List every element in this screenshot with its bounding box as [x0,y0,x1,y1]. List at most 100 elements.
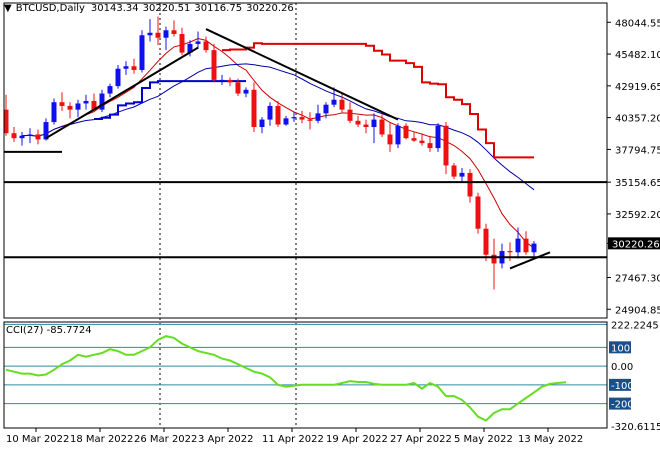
cci-level-tag [609,397,631,410]
candle-bull [75,103,81,110]
candle-bear [339,99,345,110]
candle-bear [403,125,409,139]
candle-bull [459,172,465,177]
candle-bull [123,66,129,69]
candle-bear [307,119,313,121]
candle-bull [43,122,49,140]
cci-tick-label: -320.6115 [611,422,660,433]
candle-bear [171,30,177,35]
x-tick-label: 19 Apr 2022 [326,434,388,445]
candle-bear [347,109,353,121]
candle-bear [211,50,217,80]
candle-bear [507,251,513,253]
y-tick-label: 35154.65 [615,178,660,189]
cci-tick-label: 0.00 [611,362,633,373]
candle-bear [299,117,305,120]
current-price-tag [608,237,660,250]
cci-panel-frame [3,321,608,429]
candle-bear [443,125,449,166]
x-tick-label: 26 Mar 2022 [134,434,197,445]
axes-layer: 10 Mar 2022 18 Mar 2022 26 Mar 2022 3 Apr 2… [3,2,660,445]
candle-bull [147,32,153,36]
indicator-layer [21,37,535,249]
chart-header-arrow-icon: ▼ [4,3,12,14]
candle-bear [35,134,41,140]
candle-bull [259,119,265,128]
x-tick-label: 18 Mar 2022 [70,434,133,445]
candle-bull [163,30,169,38]
chart-header: ▼ BTCUSD,Daily 30143.34 30220.51 30116.75 302… [4,3,298,14]
x-tick-label: 3 Apr 2022 [198,434,253,445]
candle-bear [275,105,281,125]
candle-bear [251,89,257,128]
candle-bull [323,104,329,114]
open-value: 30143.34 [90,3,139,14]
downtrend-line [205,28,399,121]
y-tick-label: 45482.10 [615,50,660,61]
candle-bear [11,133,17,139]
high-value: 30220.51 [142,3,191,14]
candle-bear [131,66,137,70]
cci-tick-label: -200 [611,400,634,411]
candle-bull [283,118,289,125]
candles-layer [3,16,537,290]
candle-bull [243,89,249,94]
cci-level-tag [609,378,631,391]
candle-bear [451,165,457,177]
candle-bull [531,243,537,253]
candle-bull [187,43,193,53]
candle-bear [355,120,361,125]
cci-tick-label: 222.2245 [611,320,659,331]
cci-tick-label: 100 [611,343,630,354]
candle-bear [179,34,185,53]
candle-bull [19,135,25,139]
cci-level-tag [609,341,631,354]
y-tick-label: 48044.55 [615,18,660,29]
candle-bull [267,105,273,120]
candle-bull [115,68,121,87]
candle-bull [435,125,441,149]
candle-bear [411,138,417,141]
x-tick-label: 13 May 2022 [518,434,583,445]
senkou-step-line [94,80,246,120]
candle-bull [291,117,297,119]
close-value: 30220.26 [246,3,294,14]
grid-layer [159,3,297,428]
candle-bull [395,125,401,145]
current-price-label: 30220.26 [612,239,660,250]
candle-bear [155,32,161,38]
low-value: 30116.75 [194,3,243,14]
candle-bear [427,143,433,149]
candle-bull [315,113,321,121]
slow-ma-line [21,63,535,191]
candle-bear [475,196,481,229]
candle-bull [139,35,145,70]
y-tick-label: 27467.30 [615,273,660,284]
candle-bear [3,109,9,134]
candle-bear [203,41,209,51]
candle-bull [99,93,105,110]
candle-bear [363,124,369,128]
candle-bull [371,119,377,128]
candle-bear [379,119,385,135]
candle-bear [483,228,489,255]
candle-bear [59,102,65,106]
y-tick-label: 37794.75 [615,145,660,156]
candle-bull [515,238,521,253]
cci-line [5,335,567,422]
y-tick-label: 24904.85 [615,305,660,316]
cci-label: CCI(27) -85.7724 [6,325,92,336]
cci-layer [4,323,607,422]
x-tick-label: 5 May 2022 [454,434,513,445]
candle-bear [67,105,73,110]
kijun-step-line [222,42,534,159]
y-tick-label: 32592.20 [615,210,660,221]
candle-bull [195,41,201,44]
short-uptrend-line [509,251,551,270]
y-tick-label: 42919.65 [615,82,660,93]
candle-bear [91,100,97,110]
cci-tick-label: -100 [611,381,634,392]
x-tick-label: 11 Apr 2022 [262,434,324,445]
trendline-layer [4,28,607,270]
